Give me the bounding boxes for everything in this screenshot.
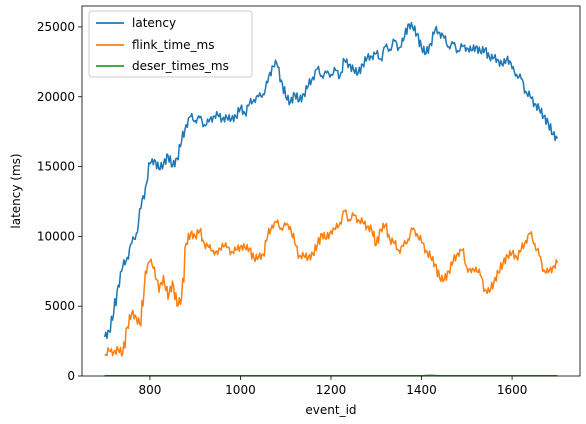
y-tick-label: 10000 xyxy=(37,229,75,243)
legend-label-latency: latency xyxy=(132,16,176,30)
x-tick-label: 800 xyxy=(138,383,161,397)
legend-label-deser: deser_times_ms xyxy=(132,59,229,73)
y-tick-label: 20000 xyxy=(37,90,75,104)
y-tick-label: 25000 xyxy=(37,20,75,34)
x-axis-label: event_id xyxy=(305,403,356,417)
series-line-latency xyxy=(103,21,559,340)
y-tick-label: 15000 xyxy=(37,160,75,174)
y-axis-label: latency (ms) xyxy=(9,153,23,228)
legend-label-flink: flink_time_ms xyxy=(132,38,215,52)
x-axis: 800 1000 1200 1400 1600 xyxy=(138,376,527,397)
x-tick-label: 1000 xyxy=(225,383,256,397)
legend: latency flink_time_ms deser_times_ms xyxy=(88,10,253,78)
y-axis: 0 5000 10000 15000 20000 25000 xyxy=(37,20,82,383)
x-tick-label: 1600 xyxy=(497,383,528,397)
x-tick-label: 1200 xyxy=(316,383,347,397)
y-tick-label: 0 xyxy=(67,369,75,383)
legend-box xyxy=(88,10,253,78)
y-tick-label: 5000 xyxy=(44,299,75,313)
series-line-flink-time-ms xyxy=(104,209,559,357)
x-tick-label: 1400 xyxy=(406,383,437,397)
